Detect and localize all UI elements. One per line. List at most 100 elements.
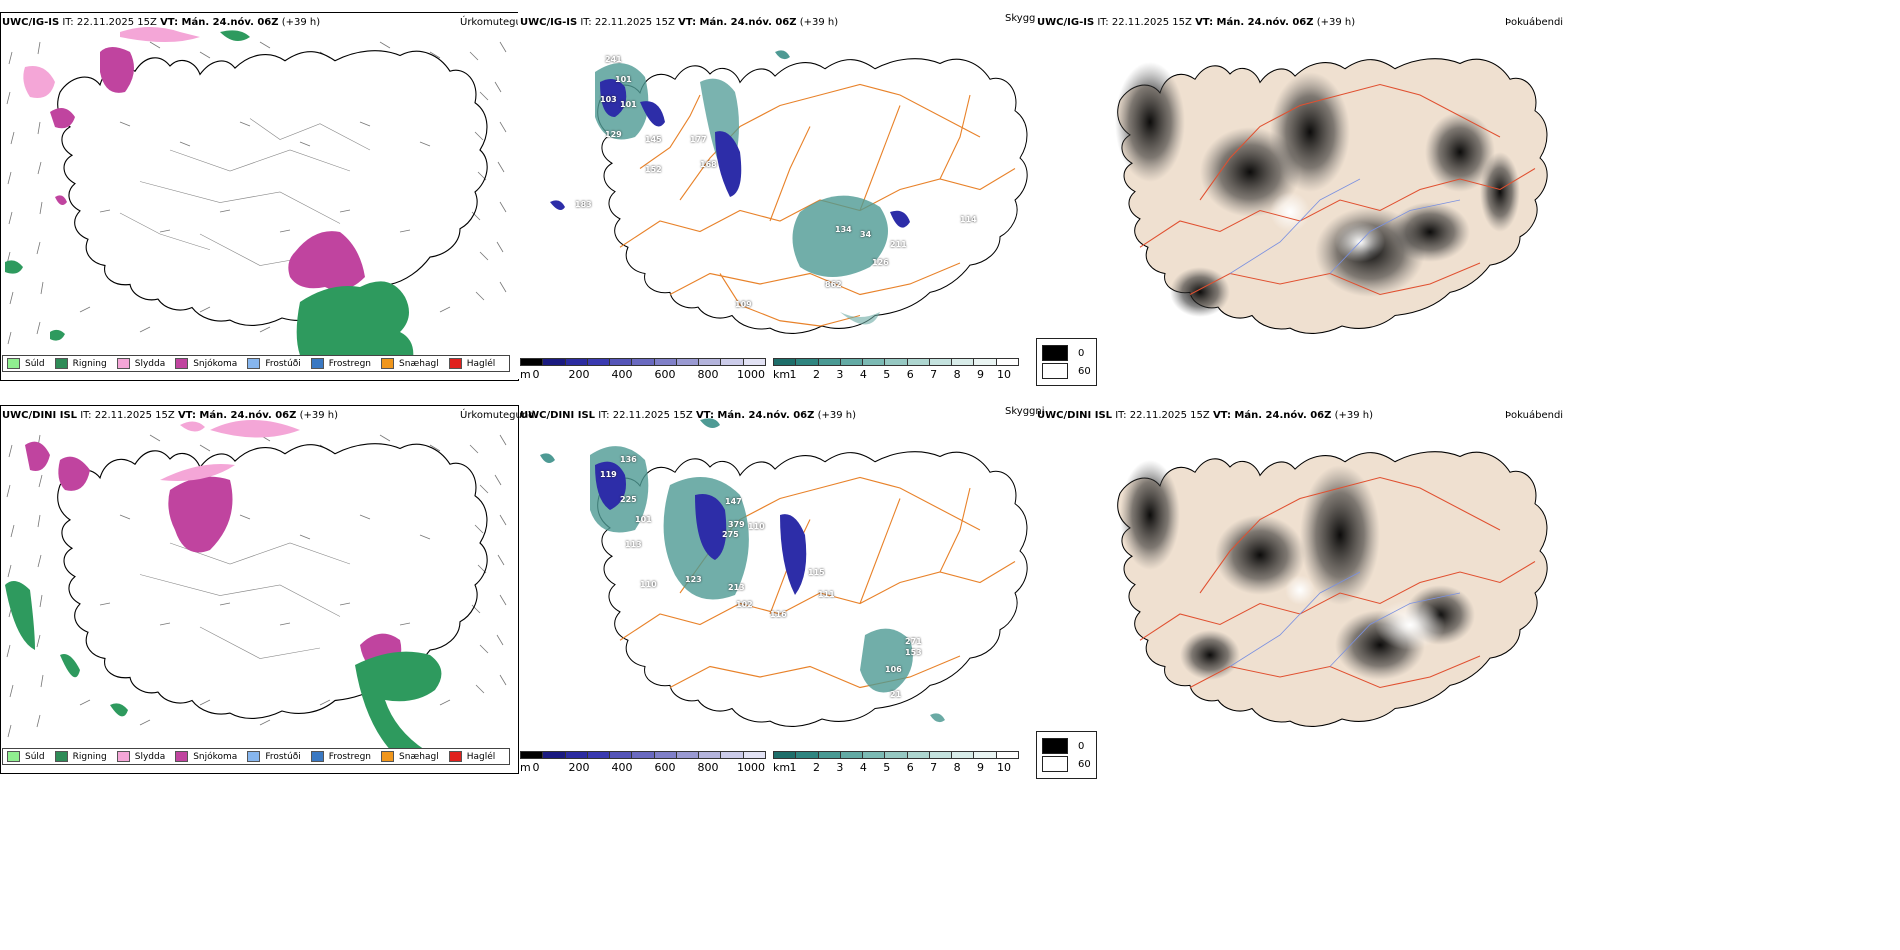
colorbar-segment <box>839 751 864 759</box>
colorbar-segment <box>951 751 975 759</box>
model-name: UWC/IG-IS <box>520 17 578 28</box>
fog-legend-swatch <box>1042 738 1068 754</box>
legend-swatch <box>310 358 324 369</box>
legend-item: Slydda <box>116 751 165 762</box>
colorbar-tick: 10 <box>997 368 1011 381</box>
model-name: UWC/DINI ISL <box>1037 410 1113 421</box>
colorbar-segment <box>675 751 700 759</box>
legend-item: Súld <box>7 751 45 762</box>
colorbar-tick: 1000 <box>737 761 765 774</box>
fog-legend-swatch <box>1042 363 1068 379</box>
colorbar-tick: 3 <box>836 761 844 774</box>
colorbar-segment <box>928 751 953 759</box>
model-name: UWC/IG-IS <box>1037 17 1095 28</box>
fog-title-bottom: Þokuábendi <box>1505 410 1564 421</box>
visibility-value-label: 21 <box>890 690 902 699</box>
colorbar-segment <box>795 358 819 366</box>
valid-time: VT: Mán. 24.nóv. 06Z <box>177 410 297 421</box>
colorbar-segment <box>520 358 544 366</box>
lead-time: (+39 h) <box>281 17 321 28</box>
legend-item: Súld <box>7 358 45 369</box>
visibility-value-label: 123 <box>685 575 702 584</box>
vis-title-bottom: Skyggni <box>1005 406 1045 417</box>
fog-index-legend-top: 0 60 <box>1036 338 1097 386</box>
legend-label: Haglél <box>466 751 496 762</box>
legend-label: Rigning <box>72 358 107 369</box>
legend-swatch <box>175 751 189 762</box>
visibility-value-label: 225 <box>620 495 637 504</box>
legend-item: Slydda <box>116 358 165 369</box>
vis-title-top: Skyggni <box>1005 13 1045 24</box>
visibility-value-label: 101 <box>635 515 652 524</box>
visibility-value-label: 111 <box>818 590 835 599</box>
legend-swatch <box>310 751 324 762</box>
colorbar-tick: 6 <box>906 761 914 774</box>
precip-title-top: Úrkomutegund <box>460 17 535 28</box>
fog-header-top: UWC/IG-IS IT: 22.11.2025 15Z VT: Mán. 24… <box>1037 17 1355 28</box>
visibility-value-label: 211 <box>890 240 907 249</box>
visibility-value-label: 134 <box>835 225 852 234</box>
fog-legend-row: 0 <box>1042 738 1091 754</box>
init-time: IT: 22.11.2025 15Z <box>1115 410 1210 421</box>
legend-label: Frostregn <box>328 751 372 762</box>
colorbar-segment <box>675 358 700 366</box>
legend-label: Súld <box>25 358 45 369</box>
colorbar-segment <box>698 358 722 366</box>
legend-item: Frostúði <box>247 358 301 369</box>
legend-item: Snæhagl <box>381 358 439 369</box>
legend-item: Snjókoma <box>175 751 237 762</box>
legend-label: Snjókoma <box>193 358 238 369</box>
colorbar-segment <box>609 751 633 759</box>
colorbar-segment <box>564 358 588 366</box>
colorbar-tick: 1 <box>789 761 797 774</box>
colorbar-segment <box>884 751 908 759</box>
valid-time: VT: Mán. 24.nóv. 06Z <box>695 410 815 421</box>
fog-legend-swatch <box>1042 756 1068 772</box>
valid-time: VT: Mán. 24.nóv. 06Z <box>160 17 279 28</box>
legend-item: Frostúði <box>247 751 301 762</box>
colorbar-unit: km <box>773 368 791 381</box>
colorbar-tick: 1000 <box>737 368 765 381</box>
colorbar-tick: 8 <box>953 368 961 381</box>
colorbar-segment <box>773 358 797 366</box>
init-time: IT: 22.11.2025 15Z <box>580 17 675 28</box>
colorbar-tick: 1 <box>789 368 797 381</box>
visibility-value-label: 152 <box>645 165 662 174</box>
colorbar-tick: 800 <box>697 761 719 774</box>
precip-header-bottom: UWC/DINI ISL IT: 22.11.2025 15Z VT: Mán.… <box>2 410 338 421</box>
colorbar-tick: 200 <box>568 368 590 381</box>
legend-item: Frostregn <box>310 751 372 762</box>
colorbar-segment <box>839 358 864 366</box>
colorbar-segment <box>698 751 722 759</box>
colorbar-tick: 400 <box>611 368 633 381</box>
colorbar-tick: 2 <box>812 761 820 774</box>
colorbar-unit: m <box>520 761 531 774</box>
visibility-value-label: 183 <box>575 200 592 209</box>
visibility-value-label: 271 <box>905 637 922 646</box>
colorbar-segment <box>542 358 566 366</box>
lead-time: (+39 h) <box>299 410 339 421</box>
precip-header-top: UWC/IG-IS IT: 22.11.2025 15Z VT: Mán. 24… <box>2 17 320 28</box>
colorbar-segment <box>520 751 544 759</box>
visibility-value-label: 379 <box>728 520 745 529</box>
visibility-value-label: 136 <box>620 455 637 464</box>
colorbar-tick: 400 <box>611 761 633 774</box>
colorbar-tick: 4 <box>859 368 867 381</box>
colorbar-tick: 7 <box>930 761 938 774</box>
legend-swatch <box>54 358 68 369</box>
valid-time: VT: Mán. 24.nóv. 06Z <box>1212 410 1332 421</box>
colorbar-segment <box>653 751 677 759</box>
model-name: UWC/DINI ISL <box>2 410 78 421</box>
fog-legend-swatch <box>1042 345 1068 361</box>
legend-swatch <box>247 358 261 369</box>
legend-item: Frostregn <box>310 358 371 369</box>
precip-type-panel-bottom <box>0 405 519 774</box>
legend-swatch <box>7 358 20 369</box>
init-time: IT: 22.11.2025 15Z <box>80 410 175 421</box>
colorbar-tick: 600 <box>654 761 676 774</box>
visibility-value-label: 275 <box>722 530 739 539</box>
fog-legend-row: 60 <box>1042 756 1091 772</box>
visibility-value-label: 213 <box>728 583 745 592</box>
colorbar-segment <box>742 751 766 759</box>
colorbar-segment <box>995 358 1019 366</box>
